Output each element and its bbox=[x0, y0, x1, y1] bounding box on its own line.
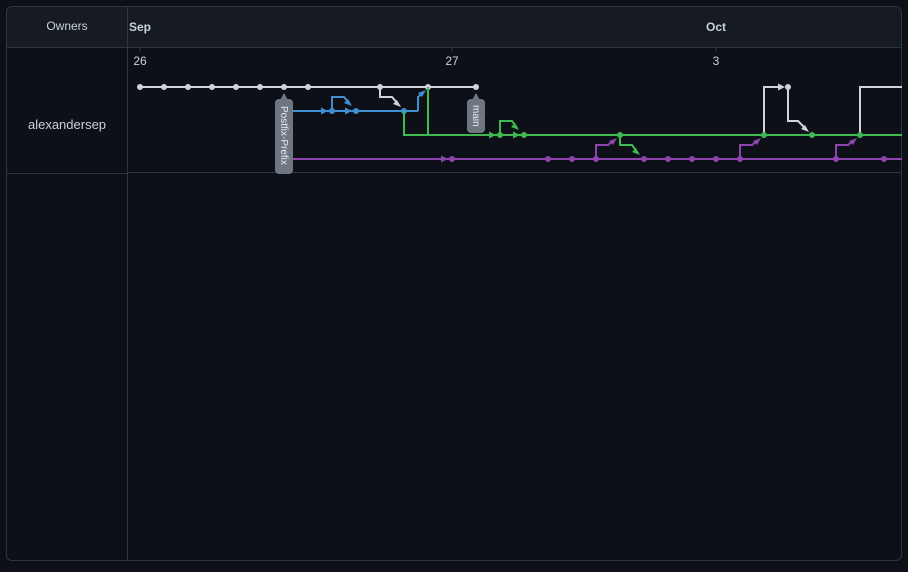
commit-dot[interactable] bbox=[233, 84, 239, 90]
branch-purple-markers bbox=[441, 138, 857, 163]
commit-dot[interactable] bbox=[857, 132, 863, 138]
branch-main-markers bbox=[393, 83, 809, 132]
commit-dot[interactable] bbox=[641, 156, 647, 162]
branch-blue-commits bbox=[329, 108, 407, 114]
owners-column: alexandersep bbox=[7, 48, 128, 560]
commit-dot[interactable] bbox=[833, 156, 839, 162]
commit-dot[interactable] bbox=[689, 156, 695, 162]
commit-dot[interactable] bbox=[545, 156, 551, 162]
commit-dot[interactable] bbox=[449, 156, 455, 162]
commit-dot[interactable] bbox=[305, 84, 311, 90]
row-separator bbox=[128, 172, 901, 173]
day-label-3: 3 bbox=[713, 54, 720, 68]
owner-name[interactable]: alexandersep bbox=[27, 117, 107, 132]
commit-dot[interactable] bbox=[521, 132, 527, 138]
branch-main-commits bbox=[137, 84, 791, 90]
commit-dot[interactable] bbox=[161, 84, 167, 90]
commit-dot[interactable] bbox=[785, 84, 791, 90]
commit-dot[interactable] bbox=[881, 156, 887, 162]
branch-main-lines bbox=[140, 86, 902, 135]
branch-green-commits bbox=[497, 132, 863, 138]
day-label-26: 26 bbox=[133, 54, 147, 68]
commit-dot[interactable] bbox=[593, 156, 599, 162]
branch-green-markers bbox=[489, 123, 640, 155]
commit-dot[interactable] bbox=[377, 84, 383, 90]
commit-dot[interactable] bbox=[569, 156, 575, 162]
commit-dot[interactable] bbox=[713, 156, 719, 162]
commit-dot[interactable] bbox=[497, 132, 503, 138]
commit-dot[interactable] bbox=[329, 108, 335, 114]
tag-label-postfix-prefix: Postfix-Prefix bbox=[278, 106, 289, 165]
commit-dot[interactable] bbox=[665, 156, 671, 162]
branch-tag-postfix-prefix[interactable]: Postfix-Prefix bbox=[275, 93, 293, 174]
commit-dot[interactable] bbox=[737, 156, 743, 162]
commit-dot[interactable] bbox=[617, 132, 623, 138]
commit-dot[interactable] bbox=[473, 84, 479, 90]
commit-dot[interactable] bbox=[353, 108, 359, 114]
month-label-oct: Oct bbox=[706, 20, 727, 34]
branch-purple-commits bbox=[449, 156, 887, 162]
commit-dot[interactable] bbox=[281, 84, 287, 90]
commit-dot[interactable] bbox=[185, 84, 191, 90]
commit-dot[interactable] bbox=[209, 84, 215, 90]
month-label-sep: Sep bbox=[129, 20, 152, 34]
commit-dot[interactable] bbox=[257, 84, 263, 90]
branch-tag-main[interactable]: main bbox=[467, 93, 485, 133]
owner-row: alexandersep bbox=[7, 48, 127, 174]
branch-blue-markers bbox=[321, 90, 426, 115]
tag-label-main: main bbox=[470, 105, 481, 127]
branch-purple-lines bbox=[292, 139, 902, 160]
day-label-27: 27 bbox=[445, 54, 459, 68]
commit-dot[interactable] bbox=[137, 84, 143, 90]
owners-column-header: Owners bbox=[7, 7, 128, 47]
timeline-header: Owners Sep Oct bbox=[7, 7, 901, 48]
commit-dot[interactable] bbox=[761, 132, 767, 138]
commit-dot[interactable] bbox=[809, 132, 815, 138]
network-graph-panel: Owners Sep Oct alexandersep bbox=[6, 6, 902, 561]
